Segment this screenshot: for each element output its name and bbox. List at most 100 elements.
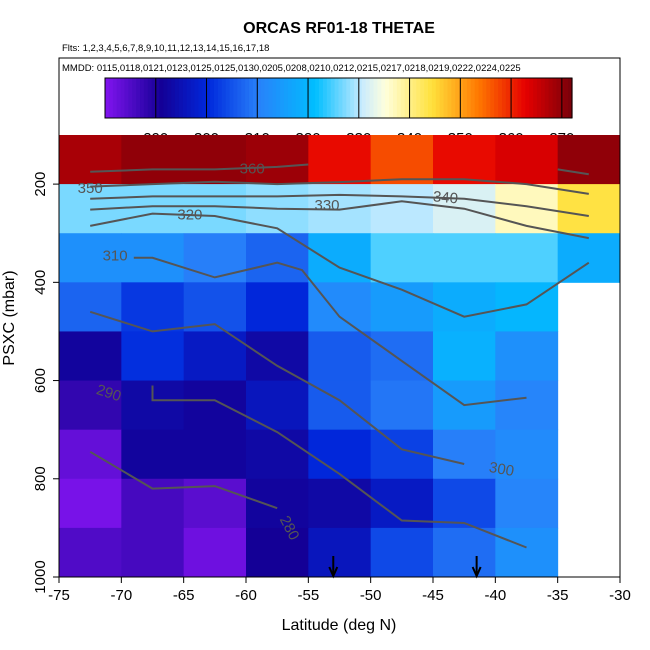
y-tick-label: 200	[32, 172, 49, 197]
colorbar-swatch	[416, 78, 421, 118]
heatmap-cell	[59, 282, 122, 332]
colorbar-swatch	[190, 78, 196, 118]
contour-label-group: 310	[103, 247, 128, 264]
colorbar-swatch	[556, 78, 561, 118]
x-tick-label: -70	[110, 587, 132, 604]
heatmap-cell	[308, 527, 372, 578]
heatmap-cell	[495, 429, 559, 480]
colorbar-swatch	[400, 78, 406, 118]
colorbar-swatch	[319, 78, 324, 118]
colorbar-swatch	[287, 78, 293, 118]
heatmap-cell	[495, 135, 559, 185]
heatmap-cell	[557, 233, 621, 283]
contour-label: 360	[240, 160, 265, 177]
colorbar-swatch	[260, 78, 266, 118]
x-tick-label: -40	[484, 587, 506, 604]
colorbar-swatch	[439, 78, 445, 118]
colorbar-swatch	[171, 78, 176, 118]
colorbar-swatch	[248, 78, 254, 118]
y-axis: 200 400 600 800 1000	[32, 172, 59, 594]
colorbar-swatch	[404, 78, 410, 118]
colorbar-swatch	[264, 78, 270, 118]
heatmap-cell	[433, 135, 496, 185]
colorbar-swatch	[490, 78, 495, 118]
y-tick-label: 400	[32, 270, 49, 295]
heatmap-cell	[59, 233, 122, 283]
heatmap-cell	[370, 380, 434, 431]
contour-line	[557, 168, 589, 176]
contour-line	[133, 256, 527, 407]
colorbar-swatch	[365, 78, 371, 118]
contour-label-group: 290	[94, 381, 123, 405]
colorbar-swatch	[217, 78, 223, 118]
heatmap-cell	[370, 135, 434, 185]
colorbar-swatch	[116, 78, 122, 118]
contour-label: 290	[94, 381, 123, 405]
heatmap-cell	[433, 478, 496, 529]
heatmap-cell	[370, 184, 434, 234]
colorbar-swatch	[342, 78, 347, 118]
heatmap-cell	[121, 282, 185, 332]
colorbar-swatch	[385, 78, 390, 118]
y-tick-label: 800	[32, 466, 49, 491]
colorbar-swatch	[408, 78, 414, 118]
heatmap-cell	[308, 429, 372, 480]
colorbar-swatch	[505, 78, 511, 118]
colorbar-swatch	[381, 78, 386, 118]
colorbar-swatch	[198, 78, 203, 118]
colorbar-swatch	[486, 78, 491, 118]
colorbar-swatch	[108, 78, 114, 118]
contour-line	[90, 200, 589, 240]
contour-label-group: 350	[78, 180, 103, 197]
colorbar-swatch	[334, 78, 340, 118]
colorbar-swatch	[373, 78, 379, 118]
colorbar-swatch	[256, 78, 262, 118]
heatmap-cell	[246, 331, 309, 382]
y-tick-label: 1000	[32, 560, 49, 593]
colorbar-swatch	[167, 78, 172, 118]
colorbar-swatch	[346, 78, 351, 118]
x-tick-label: -65	[173, 587, 195, 604]
colorbar-swatch	[466, 78, 472, 118]
colorbar-swatch	[186, 78, 192, 118]
contour-label: 340	[432, 188, 458, 207]
heatmap-cell	[495, 331, 559, 382]
heatmap-cell	[59, 135, 122, 185]
colorbar-swatch	[544, 78, 550, 118]
colorbar-swatch	[280, 78, 285, 118]
colorbar-swatch	[210, 78, 215, 118]
colorbar-swatch	[536, 78, 542, 118]
colorbar-swatch	[136, 78, 141, 118]
colorbar-swatch	[128, 78, 133, 118]
plot-frame	[58, 57, 621, 578]
x-tick-label: -30	[609, 587, 631, 604]
colorbar-swatch	[229, 78, 235, 118]
heatmap-cell	[433, 233, 496, 283]
colorbar-swatch	[396, 78, 402, 118]
heatmap-cell	[557, 184, 621, 234]
heatmap-cell	[121, 331, 185, 382]
colorbar-swatch	[206, 78, 211, 118]
colorbar-swatch	[175, 78, 180, 118]
colorbar-swatch	[299, 78, 305, 118]
colorbar-swatch	[213, 78, 219, 118]
x-tick-label: -75	[48, 587, 70, 604]
colorbar-swatch	[389, 78, 394, 118]
colorbar-swatch	[482, 78, 487, 118]
contour-label-group: 300	[488, 459, 516, 480]
heatmap-cell	[183, 380, 247, 431]
colorbar-frame	[104, 77, 573, 119]
x-axis-label: Latitude (deg N)	[282, 617, 397, 634]
heatmap-cell	[59, 527, 122, 578]
colorbar-swatch	[392, 78, 398, 118]
contour-label: 310	[103, 247, 128, 264]
x-tick-label: -50	[360, 587, 382, 604]
contour-label: 330	[314, 197, 339, 214]
colorbar-swatch	[307, 78, 312, 118]
colorbar-swatch	[548, 78, 554, 118]
colorbar-swatch	[159, 78, 164, 118]
colorbar-swatch	[420, 78, 425, 118]
colorbar-swatch	[140, 78, 145, 118]
colorbar-swatch	[322, 78, 328, 118]
